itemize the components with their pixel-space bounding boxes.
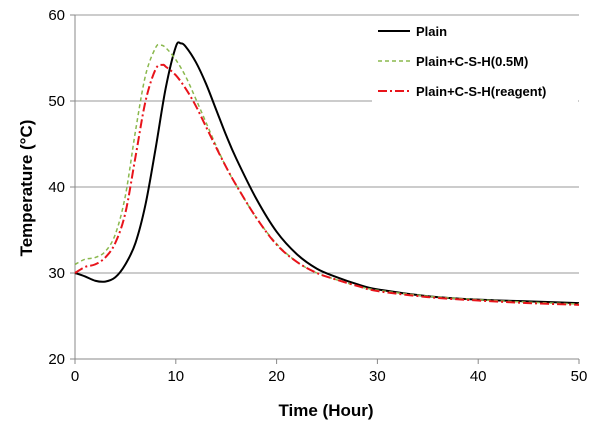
- x-tick-label-30: 30: [369, 368, 386, 385]
- x-tick-label-40: 40: [470, 368, 487, 385]
- legend-background: [372, 18, 578, 108]
- x-tick-label-10: 10: [167, 368, 184, 385]
- legend: Plain Plain+C-S-H(0.5M) Plain+C-S-H(reag…: [372, 18, 578, 108]
- x-tick-label-50: 50: [571, 368, 588, 385]
- y-tick-label-50: 50: [48, 93, 65, 110]
- tick-labels: 20 30 40 50 60 0 10 20 30 40 50: [48, 7, 587, 385]
- y-tick-label-20: 20: [48, 351, 65, 368]
- legend-label-csh-05m: Plain+C-S-H(0.5M): [416, 54, 528, 69]
- y-axis-title: Temperature (°C): [17, 120, 36, 257]
- axes: [70, 14, 580, 364]
- x-tick-label-0: 0: [71, 368, 79, 385]
- series-line-2: [74, 63, 580, 306]
- y-tick-label-60: 60: [48, 7, 65, 24]
- series-line-0: [74, 41, 580, 305]
- series-lines: [74, 41, 580, 306]
- legend-label-csh-reagent: Plain+C-S-H(reagent): [416, 84, 546, 99]
- y-tick-label-30: 30: [48, 265, 65, 282]
- x-axis-title: Time (Hour): [278, 401, 373, 420]
- y-tick-label-40: 40: [48, 179, 65, 196]
- legend-label-plain: Plain: [416, 24, 447, 39]
- x-tick-label-20: 20: [268, 368, 285, 385]
